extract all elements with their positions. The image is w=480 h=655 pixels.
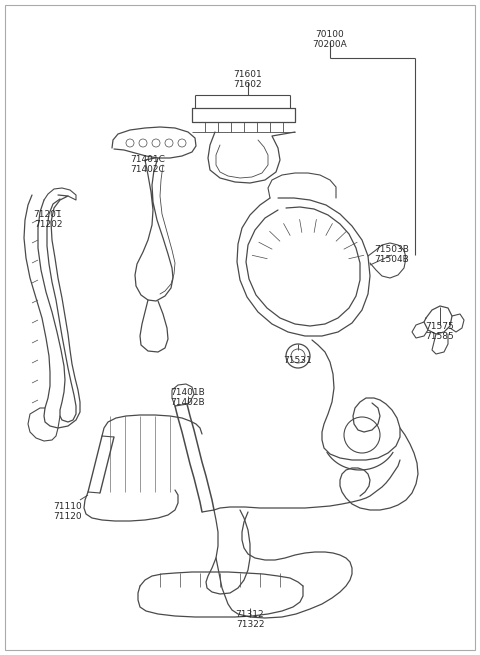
Text: 71401C
71402C: 71401C 71402C [131,155,166,174]
Text: 71531: 71531 [284,356,312,365]
Text: 71401B
71402B: 71401B 71402B [170,388,205,407]
Text: 71575
71585: 71575 71585 [426,322,455,341]
Text: 71503B
71504B: 71503B 71504B [374,245,409,265]
Text: 71312
71322: 71312 71322 [236,610,264,629]
Text: 70100
70200A: 70100 70200A [312,30,348,49]
Text: 71601
71602: 71601 71602 [234,70,263,89]
Text: 71201
71202: 71201 71202 [34,210,62,229]
Text: 71110
71120: 71110 71120 [54,502,83,521]
